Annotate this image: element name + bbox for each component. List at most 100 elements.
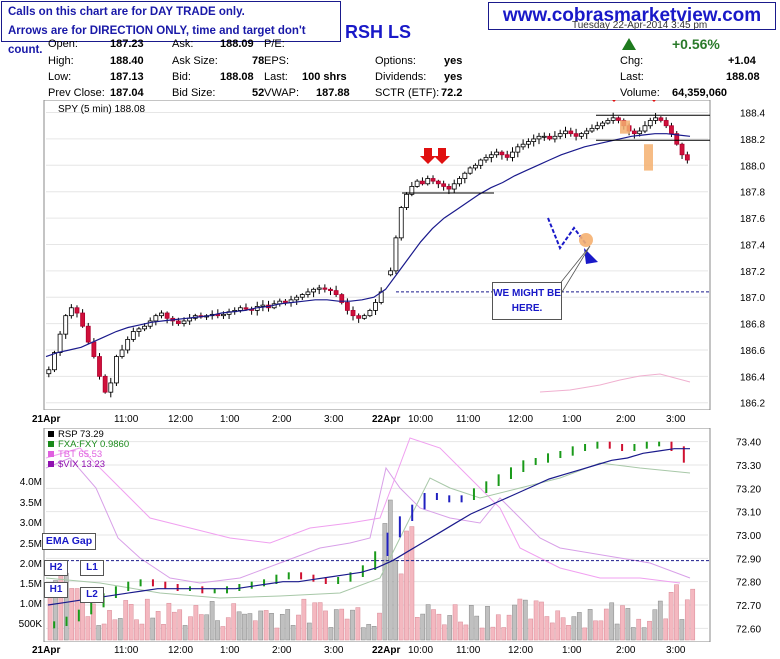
quote-dividends: yes — [444, 71, 463, 83]
candle-body — [430, 178, 436, 182]
candle-body — [316, 287, 322, 290]
x-tick-label: 11:00 — [114, 414, 139, 425]
candle-body — [114, 356, 119, 384]
candle-body — [563, 130, 568, 135]
candle-body — [647, 120, 653, 127]
volume-bar — [366, 624, 372, 641]
legend-swatch — [48, 431, 54, 437]
quote-options: yes — [444, 55, 463, 67]
volume-bar — [285, 609, 291, 641]
down-arrow-icon — [652, 100, 656, 102]
volume-bar — [128, 604, 134, 641]
quote-open-label: Open: — [48, 38, 78, 50]
volume-bar — [377, 612, 382, 641]
volume-bar — [107, 610, 112, 641]
vix-line — [45, 457, 691, 584]
volume-bar — [155, 611, 161, 641]
volume-bar — [177, 609, 183, 641]
quote-open: 187.23 — [110, 38, 144, 50]
candle-body — [547, 135, 552, 140]
candle-body — [305, 291, 311, 295]
volume-bar — [150, 617, 156, 641]
candle-body — [243, 307, 249, 310]
quote-vwap: 187.88 — [316, 87, 350, 99]
candle-body — [356, 315, 362, 319]
volume-bar — [247, 613, 253, 641]
candle-body — [578, 133, 584, 137]
volume-bar — [533, 600, 539, 641]
candle-body — [653, 117, 658, 121]
quote-ask-label: Ask: — [172, 38, 194, 50]
y-tick-label: 187.4 — [740, 240, 765, 251]
volume-tick-label: 2.5M — [20, 539, 42, 550]
y-tick-label: 186.4 — [740, 372, 765, 383]
candle-body — [398, 207, 404, 239]
candle-body — [504, 154, 510, 158]
candle-body — [483, 156, 489, 161]
volume-bar — [598, 620, 604, 641]
candle-body — [494, 151, 500, 156]
volume-bar — [296, 614, 301, 641]
x-tick-label: 2:00 — [272, 414, 292, 425]
quote-high: 188.40 — [110, 55, 144, 67]
volume-bar — [425, 604, 431, 641]
volume-bar — [236, 611, 242, 641]
volume-bar — [339, 608, 345, 641]
candle-body — [663, 120, 669, 127]
candle-body — [510, 151, 515, 158]
x-tick-label: 3:00 — [324, 414, 344, 425]
volume-bar — [96, 625, 102, 641]
candle-body — [488, 154, 494, 158]
candle-body — [568, 130, 574, 135]
x-tick-label: 3:00 — [666, 645, 686, 656]
y-tick-label: 187.8 — [740, 188, 765, 199]
candle-body — [159, 312, 164, 317]
volume-bar — [603, 608, 609, 641]
y-tick-label: 188.2 — [740, 135, 765, 146]
quote-bid-size-label: Bid Size: — [172, 87, 216, 99]
candle-body — [63, 315, 69, 335]
candle-body — [221, 313, 226, 317]
volume-bar — [684, 599, 690, 641]
candle-body — [526, 141, 531, 145]
volume-bar — [231, 603, 237, 641]
x-tick-label: 2:00 — [272, 645, 292, 656]
y-tick-label: 187.6 — [740, 214, 765, 225]
candle-body — [350, 309, 356, 317]
candle-body — [642, 125, 648, 132]
l1-label: L1 — [80, 560, 104, 576]
y-tick-label: 188.0 — [740, 161, 765, 172]
series-label: SPY (5 min) 188.08 — [58, 104, 146, 115]
y-tick-label: 72.80 — [736, 578, 761, 589]
candle-body — [344, 302, 350, 311]
candle-body — [52, 352, 57, 371]
candle-body — [541, 135, 547, 138]
quote-sctr-label: SCTR (ETF): — [375, 87, 440, 99]
candle-body — [409, 186, 415, 195]
volume-bar — [528, 618, 534, 641]
volume-bar — [80, 601, 85, 641]
website-banner[interactable]: www.cobrasmarketview.com — [488, 2, 776, 30]
y-tick-label: 73.30 — [736, 461, 761, 472]
quote-options-label: Options: — [375, 55, 416, 67]
x-tick-label: 1:00 — [220, 414, 240, 425]
volume-bar — [647, 620, 652, 641]
volume-bar — [560, 617, 566, 641]
volume-bar — [506, 614, 512, 641]
volume-bar — [279, 613, 285, 641]
volume-bar — [193, 605, 199, 641]
candle-body — [674, 133, 680, 145]
volume-bar — [625, 608, 631, 641]
highlight-bar — [644, 144, 653, 171]
candle-body — [610, 117, 616, 121]
volume-bar — [668, 592, 674, 641]
candle-body — [181, 320, 187, 324]
volume-bar — [582, 627, 588, 641]
volume-bar — [539, 601, 544, 641]
volume-bar — [85, 616, 91, 641]
candle-body — [97, 356, 102, 377]
highlight-bar — [620, 120, 630, 134]
candle-body — [467, 167, 473, 174]
